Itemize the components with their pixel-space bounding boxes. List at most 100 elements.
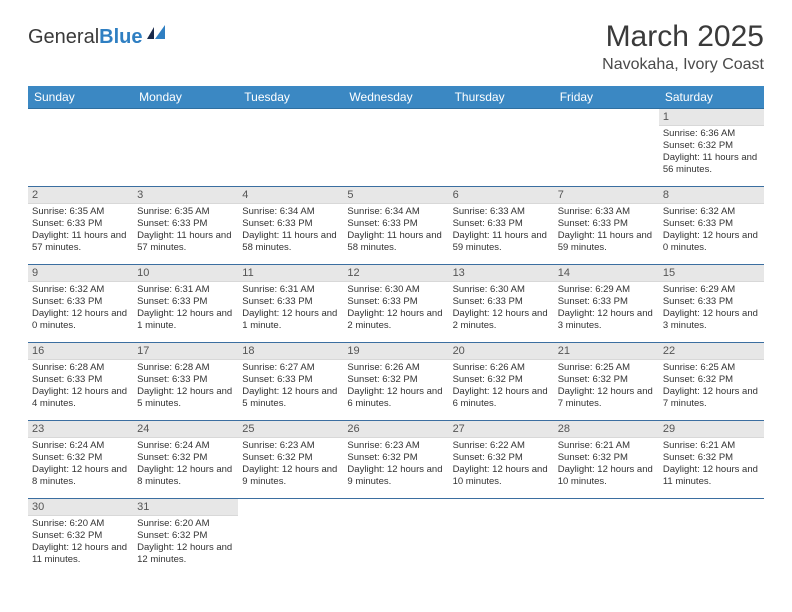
day-number: 11: [238, 265, 343, 282]
calendar-cell: [554, 499, 659, 577]
calendar-week-row: 2Sunrise: 6:35 AMSunset: 6:33 PMDaylight…: [28, 187, 764, 265]
day-number: 8: [659, 187, 764, 204]
sunrise-text: Sunrise: 6:25 AM: [663, 362, 760, 374]
daylight-text: Daylight: 11 hours and 58 minutes.: [242, 230, 339, 254]
calendar-cell: [238, 499, 343, 577]
daylight-text: Daylight: 12 hours and 8 minutes.: [137, 464, 234, 488]
day-number: 5: [343, 187, 448, 204]
day-number: 25: [238, 421, 343, 438]
sunrise-text: Sunrise: 6:34 AM: [242, 206, 339, 218]
daylight-text: Daylight: 12 hours and 5 minutes.: [242, 386, 339, 410]
daylight-text: Daylight: 12 hours and 2 minutes.: [347, 308, 444, 332]
weekday-header: Tuesday: [238, 86, 343, 109]
calendar-week-row: 1Sunrise: 6:36 AMSunset: 6:32 PMDaylight…: [28, 109, 764, 187]
day-details: Sunrise: 6:27 AMSunset: 6:33 PMDaylight:…: [238, 360, 343, 414]
sunset-text: Sunset: 6:32 PM: [137, 452, 234, 464]
weekday-header: Saturday: [659, 86, 764, 109]
calendar-cell: [343, 499, 448, 577]
day-number: 13: [449, 265, 554, 282]
sunrise-text: Sunrise: 6:28 AM: [32, 362, 129, 374]
day-details: Sunrise: 6:29 AMSunset: 6:33 PMDaylight:…: [659, 282, 764, 336]
location: Navokaha, Ivory Coast: [602, 56, 764, 74]
day-details: Sunrise: 6:25 AMSunset: 6:32 PMDaylight:…: [659, 360, 764, 414]
header: GeneralBlue March 2025 Navokaha, Ivory C…: [28, 20, 764, 74]
sunset-text: Sunset: 6:33 PM: [453, 296, 550, 308]
daylight-text: Daylight: 12 hours and 11 minutes.: [32, 542, 129, 566]
day-number: 2: [28, 187, 133, 204]
day-details: Sunrise: 6:33 AMSunset: 6:33 PMDaylight:…: [449, 204, 554, 258]
sunset-text: Sunset: 6:33 PM: [453, 218, 550, 230]
daylight-text: Daylight: 11 hours and 57 minutes.: [137, 230, 234, 254]
calendar-week-row: 16Sunrise: 6:28 AMSunset: 6:33 PMDayligh…: [28, 343, 764, 421]
daylight-text: Daylight: 11 hours and 56 minutes.: [663, 152, 760, 176]
daylight-text: Daylight: 12 hours and 2 minutes.: [453, 308, 550, 332]
logo-text-gray: General: [28, 26, 99, 49]
sunrise-text: Sunrise: 6:25 AM: [558, 362, 655, 374]
sunset-text: Sunset: 6:33 PM: [558, 296, 655, 308]
calendar-cell: 11Sunrise: 6:31 AMSunset: 6:33 PMDayligh…: [238, 265, 343, 343]
logo-text-blue: Blue: [99, 26, 142, 49]
daylight-text: Daylight: 12 hours and 10 minutes.: [558, 464, 655, 488]
calendar-cell: [554, 109, 659, 187]
daylight-text: Daylight: 11 hours and 59 minutes.: [453, 230, 550, 254]
calendar-cell: [238, 109, 343, 187]
calendar-document: GeneralBlue March 2025 Navokaha, Ivory C…: [0, 0, 792, 587]
calendar-cell: 28Sunrise: 6:21 AMSunset: 6:32 PMDayligh…: [554, 421, 659, 499]
day-number: 12: [343, 265, 448, 282]
sunset-text: Sunset: 6:33 PM: [347, 218, 444, 230]
sunrise-text: Sunrise: 6:22 AM: [453, 440, 550, 452]
day-number: 14: [554, 265, 659, 282]
weekday-header: Sunday: [28, 86, 133, 109]
day-number: 26: [343, 421, 448, 438]
day-details: Sunrise: 6:30 AMSunset: 6:33 PMDaylight:…: [343, 282, 448, 336]
sunset-text: Sunset: 6:33 PM: [32, 296, 129, 308]
sunset-text: Sunset: 6:33 PM: [663, 218, 760, 230]
daylight-text: Daylight: 12 hours and 11 minutes.: [663, 464, 760, 488]
calendar-cell: 3Sunrise: 6:35 AMSunset: 6:33 PMDaylight…: [133, 187, 238, 265]
calendar-cell: 26Sunrise: 6:23 AMSunset: 6:32 PMDayligh…: [343, 421, 448, 499]
calendar-cell: 15Sunrise: 6:29 AMSunset: 6:33 PMDayligh…: [659, 265, 764, 343]
sunset-text: Sunset: 6:33 PM: [137, 374, 234, 386]
sunset-text: Sunset: 6:32 PM: [137, 530, 234, 542]
sunset-text: Sunset: 6:32 PM: [558, 452, 655, 464]
sunset-text: Sunset: 6:32 PM: [453, 374, 550, 386]
daylight-text: Daylight: 12 hours and 0 minutes.: [32, 308, 129, 332]
sunset-text: Sunset: 6:33 PM: [347, 296, 444, 308]
daylight-text: Daylight: 12 hours and 3 minutes.: [558, 308, 655, 332]
sunset-text: Sunset: 6:32 PM: [663, 374, 760, 386]
day-number: 30: [28, 499, 133, 516]
daylight-text: Daylight: 12 hours and 3 minutes.: [663, 308, 760, 332]
day-number: 28: [554, 421, 659, 438]
daylight-text: Daylight: 12 hours and 10 minutes.: [453, 464, 550, 488]
day-number: 10: [133, 265, 238, 282]
daylight-text: Daylight: 12 hours and 9 minutes.: [347, 464, 444, 488]
sunrise-text: Sunrise: 6:21 AM: [663, 440, 760, 452]
daylight-text: Daylight: 11 hours and 59 minutes.: [558, 230, 655, 254]
sunset-text: Sunset: 6:32 PM: [347, 374, 444, 386]
sunrise-text: Sunrise: 6:28 AM: [137, 362, 234, 374]
daylight-text: Daylight: 12 hours and 0 minutes.: [663, 230, 760, 254]
daylight-text: Daylight: 11 hours and 58 minutes.: [347, 230, 444, 254]
logo: GeneralBlue: [28, 24, 169, 51]
calendar-cell: 31Sunrise: 6:20 AMSunset: 6:32 PMDayligh…: [133, 499, 238, 577]
daylight-text: Daylight: 12 hours and 7 minutes.: [663, 386, 760, 410]
sunrise-text: Sunrise: 6:35 AM: [32, 206, 129, 218]
sunset-text: Sunset: 6:33 PM: [558, 218, 655, 230]
sunrise-text: Sunrise: 6:23 AM: [347, 440, 444, 452]
sunrise-text: Sunrise: 6:20 AM: [32, 518, 129, 530]
sunset-text: Sunset: 6:32 PM: [32, 530, 129, 542]
day-details: Sunrise: 6:28 AMSunset: 6:33 PMDaylight:…: [133, 360, 238, 414]
day-details: Sunrise: 6:23 AMSunset: 6:32 PMDaylight:…: [343, 438, 448, 492]
calendar-week-row: 30Sunrise: 6:20 AMSunset: 6:32 PMDayligh…: [28, 499, 764, 577]
calendar-cell: 9Sunrise: 6:32 AMSunset: 6:33 PMDaylight…: [28, 265, 133, 343]
calendar-cell: [133, 109, 238, 187]
day-details: Sunrise: 6:26 AMSunset: 6:32 PMDaylight:…: [449, 360, 554, 414]
calendar-cell: 21Sunrise: 6:25 AMSunset: 6:32 PMDayligh…: [554, 343, 659, 421]
day-details: Sunrise: 6:29 AMSunset: 6:33 PMDaylight:…: [554, 282, 659, 336]
calendar-cell: 5Sunrise: 6:34 AMSunset: 6:33 PMDaylight…: [343, 187, 448, 265]
day-details: Sunrise: 6:34 AMSunset: 6:33 PMDaylight:…: [238, 204, 343, 258]
sunrise-text: Sunrise: 6:24 AM: [137, 440, 234, 452]
day-number: 27: [449, 421, 554, 438]
calendar-cell: 17Sunrise: 6:28 AMSunset: 6:33 PMDayligh…: [133, 343, 238, 421]
weekday-header: Monday: [133, 86, 238, 109]
